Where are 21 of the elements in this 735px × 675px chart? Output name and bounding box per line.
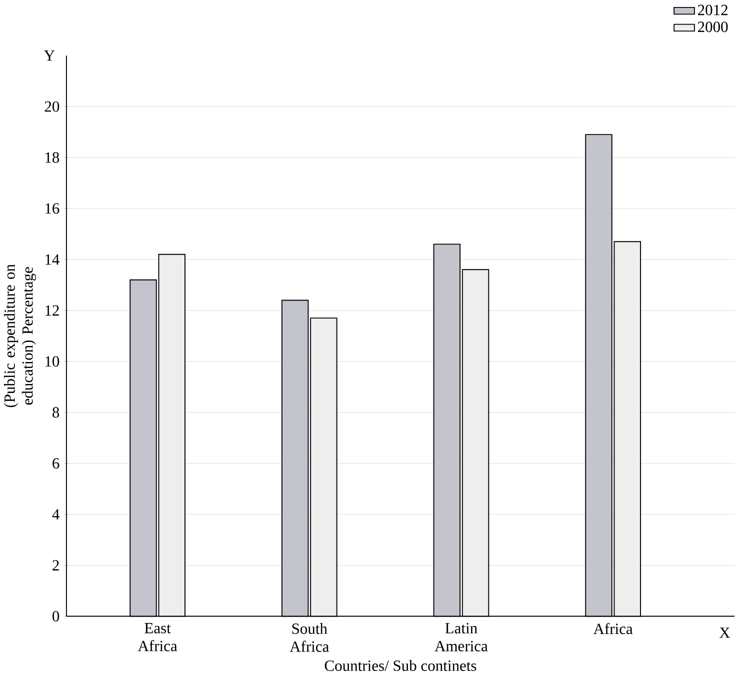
- x-tick-label: Africa: [593, 623, 633, 634]
- x-tick-label: East Africa: [138, 623, 178, 652]
- y-tick-label: 2: [52, 560, 59, 570]
- text: X: [719, 628, 730, 638]
- y-tick-label: 14: [46, 254, 60, 265]
- y-tick-label: 18: [46, 152, 60, 163]
- y-tick-label: 16: [46, 203, 60, 214]
- x-tick-label: South Africa: [290, 623, 329, 652]
- y-axis-title: (Public expenditure on education) Percentage: [4, 264, 36, 408]
- x-axis-title: Countries/ Sub continets: [324, 660, 476, 671]
- y-tick-label: 20: [44, 101, 60, 112]
- legend-label: 2000: [698, 22, 728, 32]
- y-tick-label: 12: [46, 305, 59, 316]
- legend-label: 2012: [698, 4, 728, 16]
- y-tick-label: 0: [52, 611, 60, 622]
- text: Y: [44, 50, 55, 61]
- y-tick-label: 10: [46, 356, 60, 367]
- y-tick-label: 6: [52, 458, 60, 469]
- y-tick-label: 8: [52, 407, 60, 418]
- y-tick-label: 4: [52, 509, 60, 520]
- x-tick-label: Latin America: [434, 623, 488, 652]
